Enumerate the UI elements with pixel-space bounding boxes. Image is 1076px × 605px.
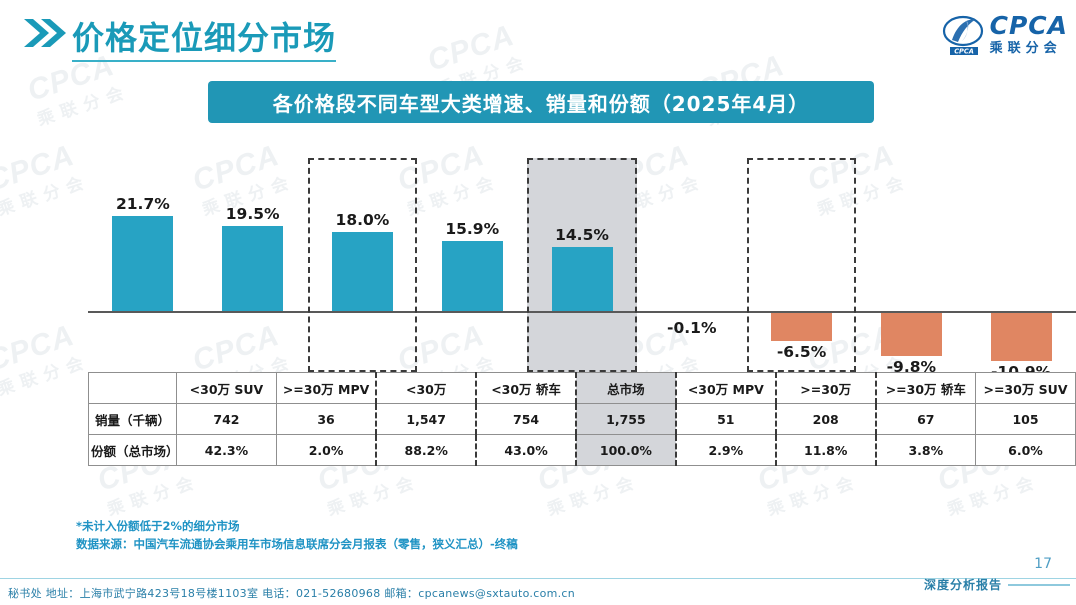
table-row-label: 份额（总市场） <box>88 434 179 466</box>
table-column-header: <30万 SUV <box>176 372 277 404</box>
table-header-row: <30万 SUV >=30万 MPV <30万 <30万 轿车 总市场 <30万 MPV >… <box>88 372 1076 404</box>
table-column-header: >=30万 轿车 <box>875 372 976 404</box>
bar-chart: 21.7% 19.5% 18.0% 15.9% 14.5% -0.1% -6.5% -9.8%… <box>88 150 1076 381</box>
table-cell: 67 <box>875 403 976 435</box>
zero-axis-line <box>88 311 1076 313</box>
footer-divider <box>0 578 1076 579</box>
bar-value-label: 21.7% <box>115 194 170 213</box>
bar-value-label: 19.5% <box>225 204 280 223</box>
table-cell: 42.3% <box>176 434 277 466</box>
table-cell: 36 <box>275 403 377 435</box>
table-column-header: >=30万 SUV <box>975 372 1076 404</box>
bar-value-label: 18.0% <box>335 211 390 230</box>
data-table: <30万 SUV >=30万 MPV <30万 <30万 轿车 总市场 <30万 MPV >… <box>88 372 1076 466</box>
table-cell: 208 <box>774 403 877 435</box>
table-body: 销量（千辆） 742 36 1,547 754 1,755 51 208 67 105 份额（总市场… <box>88 403 1076 466</box>
group-dashed-box <box>746 158 857 372</box>
table-column-header: <30万 MPV <box>675 372 777 404</box>
bar-8 <box>880 313 942 356</box>
page-title: 价格定位细分市场 <box>72 13 337 62</box>
table-cell: 43.0% <box>475 434 577 466</box>
table-cell: 100.0% <box>575 434 677 466</box>
table-cell: 754 <box>475 403 577 435</box>
table-cell: 51 <box>675 403 777 435</box>
group-dashed-box <box>527 158 637 372</box>
footer-report-label: 深度分析报告 <box>923 578 1002 592</box>
table-cell: 2.0% <box>275 434 377 466</box>
table-row: 份额（总市场） 42.3% 2.0% 88.2% 43.0% 100.0% 2.9% 11.8… <box>88 434 1076 466</box>
table-cell: 3.8% <box>875 434 976 466</box>
bar-3 <box>331 232 393 311</box>
table-cell: 2.9% <box>675 434 777 466</box>
logo-acronym: CPCA <box>989 11 1068 41</box>
cpca-swirl-logo-icon: CPCA <box>942 15 983 56</box>
footnote-line-2: 数据来源：中国汽车流通协会乘用车市场信息联席分会月报表（零售，狭义汇总）-终稿 <box>76 536 518 551</box>
table-cell: 742 <box>176 403 277 435</box>
group-dashed-box <box>307 158 418 372</box>
table-column-header: <30万 轿车 <box>475 372 577 404</box>
table-column-header: <30万 <box>375 372 478 404</box>
double-chevron-right-icon <box>24 18 68 53</box>
table-column-header: 总市场 <box>575 372 677 404</box>
footnote-line-1: *未计入份额低于2%的细分市场 <box>76 519 240 533</box>
cpca-logo: CPCA CPCA 乘联分会 <box>942 12 1068 58</box>
bar-2 <box>222 225 284 311</box>
bar-value-label: -6.5% <box>776 343 827 362</box>
bar-4 <box>441 241 503 311</box>
footer-accent-rule <box>1008 583 1070 586</box>
table-cell: 1,755 <box>575 403 677 435</box>
svg-text:CPCA: CPCA <box>954 48 974 56</box>
logo-text-block: CPCA 乘联分会 <box>990 13 1068 57</box>
bar-1 <box>112 215 174 311</box>
table-cell: 6.0% <box>975 434 1076 466</box>
footnotes: *未计入份额低于2%的细分市场 数据来源：中国汽车流通协会乘用车市场信息联席分会… <box>76 518 518 554</box>
chart-title-banner: 各价格段不同车型大类增速、销量和份额（2025年4月） <box>208 81 874 123</box>
data-table-wrapper: <30万 SUV >=30万 MPV <30万 <30万 轿车 总市场 <30万 MPV >… <box>88 372 1076 466</box>
table-cell: 88.2% <box>375 434 478 466</box>
table-row: 销量（千辆） 742 36 1,547 754 1,755 51 208 67 105 <box>88 403 1076 435</box>
table-corner-cell <box>88 372 177 404</box>
footer-report-label-group: 深度分析报告 <box>924 576 1070 593</box>
table-column-header: >=30万 MPV <box>275 372 377 404</box>
bar-value-label: 15.9% <box>445 220 500 239</box>
bar-7 <box>771 313 833 342</box>
logo-chinese-name: 乘联分会 <box>989 40 1062 56</box>
table-row-label: 销量（千辆） <box>88 403 177 435</box>
footer-contact-text: 秘书处 地址：上海市武宁路423号18号楼1103室 电话：021-526809… <box>8 587 576 600</box>
table-cell: 1,547 <box>375 403 478 435</box>
bar-value-label: -0.1% <box>667 319 717 337</box>
bar-5 <box>551 247 613 311</box>
table-cell: 11.8% <box>774 434 877 466</box>
slide-header: 价格定位细分市场 CPCA CPCA 乘联分会 <box>0 0 1076 68</box>
bar-value-label: -9.8% <box>886 357 937 376</box>
bar-9 <box>990 313 1052 361</box>
bar-value-label: 14.5% <box>555 226 609 245</box>
table-cell: 105 <box>975 403 1076 435</box>
table-column-header: >=30万 <box>774 372 877 404</box>
page-number: 17 <box>1034 556 1052 572</box>
